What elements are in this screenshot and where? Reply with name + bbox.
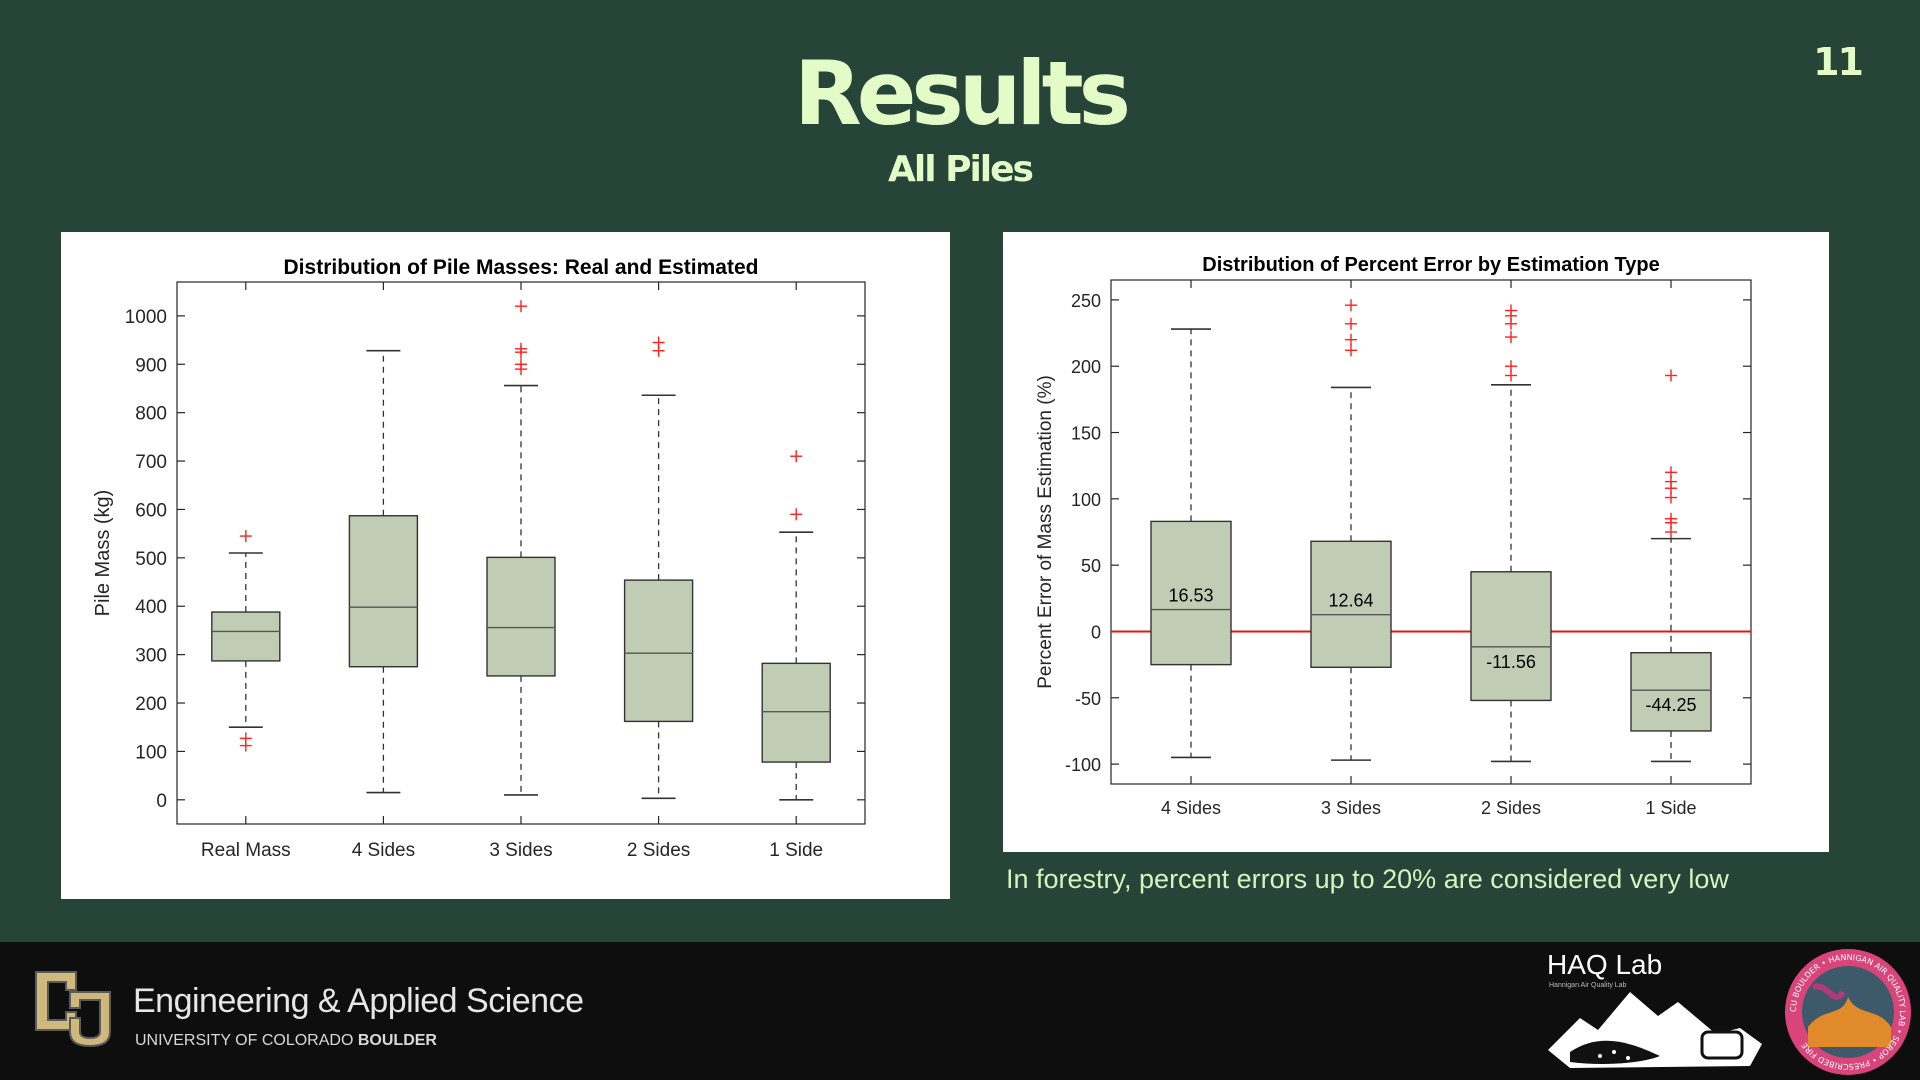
pile-mass-chart-panel: Distribution of Pile Masses: Real and Es… bbox=[61, 232, 950, 899]
outlier-marker bbox=[1665, 466, 1677, 479]
y-tick-label: 200 bbox=[1071, 357, 1101, 377]
chart-title: Distribution of Percent Error by Estimat… bbox=[1202, 254, 1659, 276]
y-axis-label: Pile Mass (kg) bbox=[92, 490, 114, 617]
y-tick-label: -50 bbox=[1075, 689, 1101, 709]
y-tick-label: 900 bbox=[135, 355, 167, 376]
outlier-marker bbox=[1345, 317, 1357, 330]
x-tick-label: 1 Side bbox=[1645, 798, 1696, 818]
y-tick-label: -100 bbox=[1065, 755, 1101, 775]
outlier-marker bbox=[1345, 333, 1357, 346]
y-tick-label: 250 bbox=[1071, 291, 1101, 311]
y-tick-label: 700 bbox=[135, 452, 167, 473]
outlier-marker bbox=[1665, 369, 1677, 382]
outlier-marker bbox=[1505, 360, 1517, 373]
x-tick-label: 4 Sides bbox=[352, 840, 415, 861]
box-iqr bbox=[348, 515, 419, 668]
outlier-marker bbox=[790, 508, 803, 521]
chart-title: Distribution of Pile Masses: Real and Es… bbox=[284, 256, 759, 279]
box-iqr bbox=[623, 579, 694, 723]
page-number: 11 bbox=[1813, 40, 1864, 84]
slide-title: Results bbox=[793, 42, 1131, 145]
y-tick-label: 1000 bbox=[125, 307, 167, 328]
y-tick-label: 100 bbox=[135, 742, 167, 763]
y-tick-label: 0 bbox=[156, 791, 167, 812]
x-tick-label: 3 Sides bbox=[1321, 798, 1381, 818]
x-tick-label: 4 Sides bbox=[1161, 798, 1221, 818]
y-tick-label: 300 bbox=[135, 646, 167, 667]
lab-seal-logo: CU BOULDER • HANNIGAN AIR QUALITY LAB • … bbox=[1785, 949, 1911, 1075]
median-data-label: -44.25 bbox=[1645, 695, 1696, 715]
box-iqr bbox=[486, 556, 556, 677]
university-suffix: BOULDER bbox=[357, 1032, 437, 1049]
median-data-label: 12.64 bbox=[1328, 591, 1373, 611]
y-tick-label: 600 bbox=[135, 500, 167, 521]
university-prefix: UNIVERSITY OF COLORADO bbox=[135, 1032, 354, 1049]
outlier-marker bbox=[239, 530, 252, 543]
outlier-marker bbox=[1505, 304, 1517, 317]
outlier-marker bbox=[790, 450, 803, 463]
outlier-marker bbox=[515, 358, 527, 371]
pile-mass-boxplot: Distribution of Pile Masses: Real and Es… bbox=[92, 256, 866, 861]
haq-lab-mountain-graphic bbox=[1548, 992, 1762, 1068]
percent-error-boxplot: Distribution of Percent Error by Estimat… bbox=[1035, 254, 1752, 818]
median-data-label: 16.53 bbox=[1168, 586, 1213, 606]
outlier-marker bbox=[1665, 512, 1677, 525]
percent-error-chart-panel: Distribution of Percent Error by Estimat… bbox=[1003, 232, 1829, 852]
outlier-marker bbox=[652, 336, 665, 349]
y-tick-label: 500 bbox=[135, 549, 167, 570]
lab-name: HAQ Lab bbox=[1547, 949, 1663, 980]
median-data-label: -11.56 bbox=[1486, 652, 1536, 672]
box-iqr bbox=[211, 611, 281, 662]
outlier-marker bbox=[1345, 299, 1357, 312]
x-tick-label: 2 Sides bbox=[1481, 798, 1541, 818]
x-tick-label: 3 Sides bbox=[489, 840, 552, 861]
y-tick-label: 400 bbox=[135, 597, 167, 618]
college-name: Engineering & Applied Science bbox=[133, 982, 584, 1020]
y-tick-label: 100 bbox=[1071, 490, 1101, 510]
box-iqr bbox=[1470, 571, 1552, 702]
slide-subtitle: All Piles bbox=[888, 149, 1034, 190]
lab-subtitle: Hannigan Air Quality Lab bbox=[1549, 982, 1627, 989]
y-tick-label: 50 bbox=[1081, 556, 1101, 576]
outlier-marker bbox=[1505, 331, 1517, 344]
x-tick-label: Real Mass bbox=[201, 840, 291, 861]
outlier-marker bbox=[1345, 344, 1357, 357]
university-name: UNIVERSITY OF COLORADO BOULDER bbox=[135, 1032, 437, 1050]
footer-bar: Engineering & Applied Science UNIVERSITY… bbox=[0, 942, 1920, 1080]
y-tick-label: 200 bbox=[135, 694, 167, 715]
box-iqr bbox=[1150, 520, 1232, 666]
outlier-marker bbox=[515, 300, 527, 313]
y-tick-label: 800 bbox=[135, 404, 167, 425]
box-iqr bbox=[1630, 651, 1712, 732]
outlier-marker bbox=[239, 732, 252, 745]
x-tick-label: 1 Side bbox=[769, 840, 823, 861]
y-axis-label: Percent Error of Mass Estimation (%) bbox=[1035, 375, 1056, 689]
box-iqr bbox=[761, 662, 831, 763]
x-tick-label: 2 Sides bbox=[627, 840, 690, 861]
y-tick-label: 150 bbox=[1071, 424, 1101, 444]
plot-area-border bbox=[1110, 279, 1752, 785]
box-iqr bbox=[1310, 540, 1392, 668]
caption: In forestry, percent errors up to 20% ar… bbox=[1006, 864, 1729, 894]
outlier-marker bbox=[515, 342, 527, 355]
cu-logo bbox=[35, 971, 111, 1048]
y-tick-label: 0 bbox=[1091, 622, 1101, 642]
